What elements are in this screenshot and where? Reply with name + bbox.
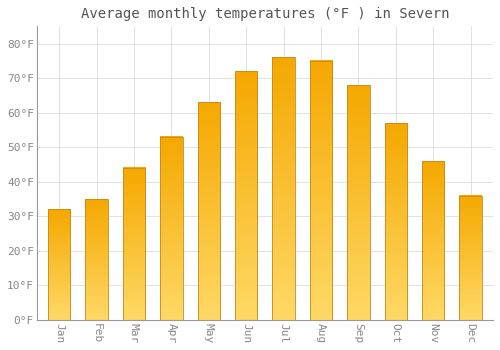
Title: Average monthly temperatures (°F ) in Severn: Average monthly temperatures (°F ) in Se… bbox=[80, 7, 449, 21]
Bar bbox=[384, 123, 407, 320]
Bar bbox=[347, 85, 370, 320]
Bar bbox=[460, 196, 482, 320]
Bar bbox=[235, 71, 258, 320]
Bar bbox=[310, 61, 332, 320]
Bar bbox=[422, 161, 444, 320]
Bar bbox=[198, 102, 220, 320]
Bar bbox=[48, 209, 70, 320]
Bar bbox=[123, 168, 145, 320]
Bar bbox=[160, 137, 182, 320]
Bar bbox=[86, 199, 108, 320]
Bar bbox=[272, 57, 295, 320]
